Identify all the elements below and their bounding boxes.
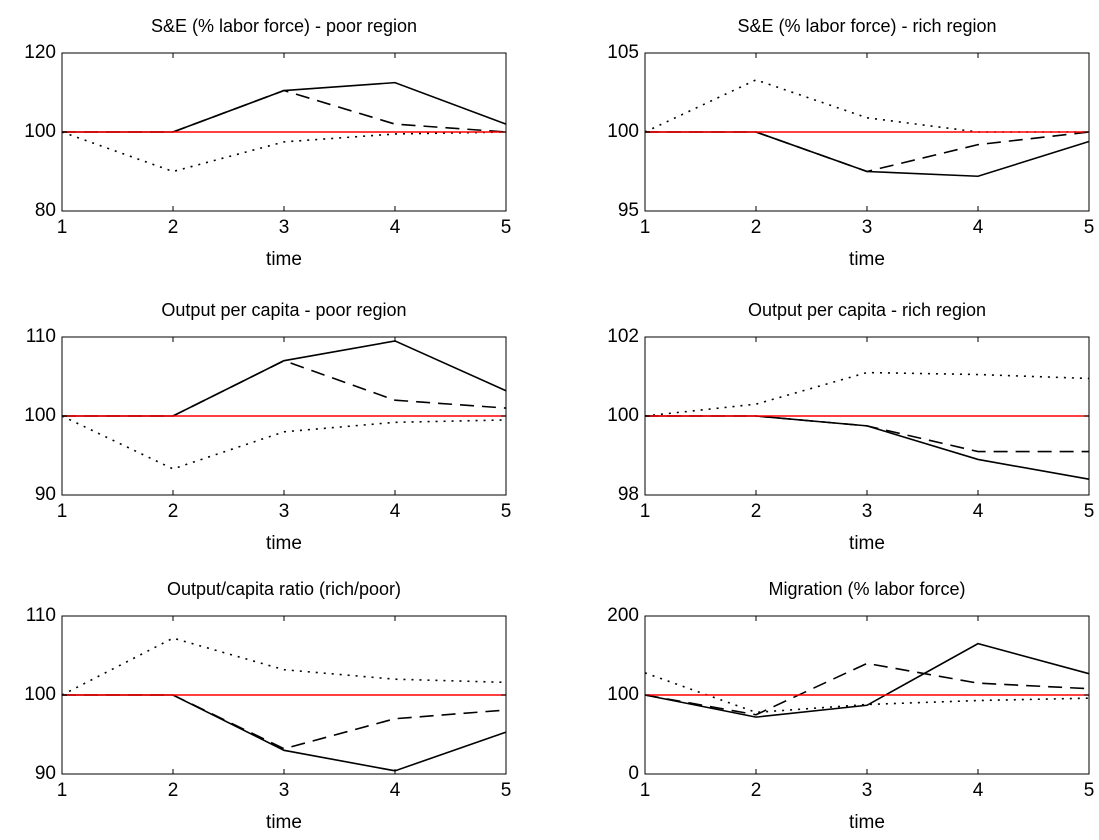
y-tick-label: 0 [628, 763, 639, 784]
x-axis-label: time [849, 249, 885, 270]
series-line [644, 642, 1090, 718]
y-tick-label: 95 [618, 200, 639, 221]
x-tick-label: 5 [1084, 217, 1095, 238]
y-tick-label: 120 [24, 42, 56, 63]
chart-title: Output per capita - poor region [161, 300, 406, 320]
x-tick-label: 1 [57, 217, 68, 238]
y-tick-label: 100 [24, 405, 56, 426]
x-tick-label: 1 [57, 780, 68, 801]
x-tick-label: 5 [1084, 501, 1095, 522]
y-tick-label: 100 [24, 121, 56, 142]
x-tick-label: 4 [973, 217, 984, 238]
y-tick-label: 102 [607, 326, 639, 347]
x-axis-label: time [266, 249, 302, 270]
chart-title: Output/capita ratio (rich/poor) [167, 579, 401, 599]
x-tick-label: 2 [751, 217, 762, 238]
y-tick-label: 80 [35, 200, 56, 221]
x-tick-label: 5 [501, 780, 512, 801]
series-line [644, 78, 1089, 133]
x-tick-label: 3 [279, 501, 290, 522]
x-tick-label: 5 [501, 217, 512, 238]
y-tick-label: 110 [26, 326, 56, 347]
y-tick-label: 100 [607, 121, 639, 142]
x-tick-label: 2 [751, 501, 762, 522]
y-tick-label: 98 [618, 484, 639, 505]
x-tick-label: 2 [168, 780, 179, 801]
x-axis-label: time [849, 533, 885, 554]
series-line [61, 131, 507, 173]
series-line [644, 672, 1090, 714]
x-axis-label: time [266, 812, 302, 833]
x-tick-label: 1 [640, 780, 651, 801]
x-tick-label: 1 [57, 501, 68, 522]
x-tick-label: 3 [279, 217, 290, 238]
x-tick-label: 1 [640, 501, 651, 522]
x-tick-label: 4 [390, 217, 401, 238]
x-tick-label: 3 [279, 780, 290, 801]
x-tick-label: 5 [1084, 780, 1095, 801]
chart-title: S&E (% labor force) - poor region [151, 16, 417, 36]
x-tick-label: 4 [973, 780, 984, 801]
x-tick-label: 5 [501, 501, 512, 522]
y-tick-label: 100 [607, 684, 639, 705]
x-axis-label: time [266, 533, 302, 554]
x-axis-label: time [849, 812, 885, 833]
x-tick-label: 4 [973, 501, 984, 522]
y-tick-label: 200 [607, 605, 639, 626]
x-tick-label: 1 [640, 217, 651, 238]
chart-title: Migration (% labor force) [768, 579, 965, 599]
series-line [644, 662, 1090, 716]
chart-title: S&E (% labor force) - rich region [737, 16, 996, 36]
series-line [61, 415, 507, 470]
y-tick-label: 90 [35, 763, 56, 784]
y-tick-label: 110 [26, 605, 56, 626]
series-line [61, 637, 507, 696]
x-tick-label: 4 [390, 780, 401, 801]
x-tick-label: 3 [862, 501, 873, 522]
y-tick-label: 100 [607, 405, 639, 426]
x-tick-label: 2 [168, 501, 179, 522]
x-tick-label: 3 [862, 217, 873, 238]
chart-title: Output per capita - rich region [748, 300, 986, 320]
y-tick-label: 105 [607, 42, 639, 63]
x-tick-label: 3 [862, 780, 873, 801]
y-tick-label: 100 [24, 684, 56, 705]
x-tick-label: 2 [168, 217, 179, 238]
x-tick-label: 2 [751, 780, 762, 801]
y-tick-label: 90 [35, 484, 56, 505]
x-tick-label: 4 [390, 501, 401, 522]
